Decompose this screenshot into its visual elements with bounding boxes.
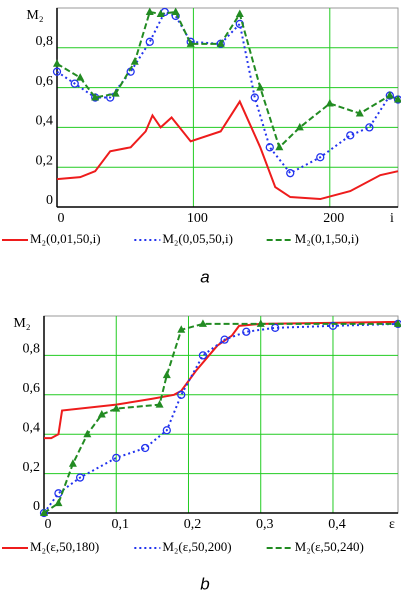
legend-label: M₂(ε,50,240) bbox=[295, 539, 364, 554]
x-tick-label: 0 bbox=[45, 517, 52, 532]
x-tick-label: 0,4 bbox=[328, 517, 346, 532]
series-line bbox=[43, 322, 398, 514]
marker bbox=[316, 153, 325, 162]
plot-frame bbox=[43, 315, 399, 514]
series-line bbox=[56, 10, 399, 175]
legend-label: M₂(0,01,50,i) bbox=[30, 231, 101, 246]
marker bbox=[394, 319, 401, 327]
marker bbox=[242, 327, 251, 336]
legend-label: M₂(ε,50,180) bbox=[30, 539, 99, 554]
x-axis-label: ε bbox=[389, 517, 395, 532]
marker bbox=[235, 9, 244, 17]
x-tick-label: 0,1 bbox=[111, 517, 129, 532]
marker bbox=[250, 93, 259, 102]
x-axis-label: i bbox=[390, 211, 394, 226]
marker bbox=[145, 37, 154, 46]
legend-label: M₂(0,1,50,i) bbox=[295, 231, 359, 246]
marker bbox=[52, 67, 62, 76]
y-tick-label: 0 bbox=[46, 193, 53, 208]
x-tick-label: 200 bbox=[323, 211, 344, 226]
marker bbox=[68, 459, 77, 467]
marker bbox=[216, 39, 225, 47]
marker bbox=[111, 89, 120, 97]
marker bbox=[385, 91, 394, 99]
caption: a bbox=[200, 267, 209, 286]
plot-frame bbox=[56, 7, 399, 208]
marker bbox=[40, 508, 48, 516]
marker bbox=[156, 9, 165, 17]
marker bbox=[220, 335, 229, 344]
marker bbox=[198, 351, 208, 360]
marker bbox=[295, 122, 304, 131]
marker bbox=[328, 321, 338, 331]
marker bbox=[75, 473, 85, 482]
marker bbox=[355, 108, 364, 117]
series-line bbox=[56, 10, 399, 150]
series-line bbox=[43, 322, 399, 514]
y-tick-label: 0,6 bbox=[23, 381, 41, 396]
marker bbox=[365, 123, 374, 132]
y-tick-label: 0,4 bbox=[36, 114, 54, 129]
marker bbox=[112, 453, 121, 462]
y-tick-label: 0,8 bbox=[36, 34, 54, 49]
marker bbox=[177, 390, 186, 399]
series-line bbox=[56, 99, 399, 201]
caption: b bbox=[200, 574, 209, 593]
marker bbox=[70, 79, 79, 88]
legend-label: M₂(ε,50,200) bbox=[162, 539, 231, 554]
y-axis-label: M₂ bbox=[26, 8, 43, 23]
marker bbox=[53, 59, 61, 67]
y-tick-label: 0 bbox=[33, 499, 40, 514]
marker bbox=[177, 325, 186, 333]
marker bbox=[155, 400, 164, 408]
y-axis-label: M₂ bbox=[13, 316, 30, 331]
x-tick-label: 0 bbox=[58, 211, 65, 226]
marker bbox=[112, 404, 121, 412]
marker bbox=[271, 323, 280, 332]
legend-label: M₂(0,05,50,i) bbox=[162, 231, 233, 246]
marker bbox=[256, 319, 265, 327]
y-tick-label: 0,6 bbox=[36, 74, 54, 89]
x-tick-label: 100 bbox=[187, 211, 208, 226]
y-tick-label: 0,2 bbox=[36, 153, 54, 168]
marker bbox=[83, 429, 92, 438]
marker bbox=[265, 143, 274, 152]
marker bbox=[76, 73, 85, 81]
marker bbox=[162, 370, 171, 379]
x-tick-label: 0,2 bbox=[184, 517, 202, 532]
marker bbox=[145, 7, 154, 15]
marker bbox=[275, 142, 284, 151]
marker bbox=[54, 498, 63, 507]
marker bbox=[171, 7, 180, 15]
marker bbox=[346, 131, 355, 140]
marker bbox=[286, 169, 295, 178]
x-tick-label: 0,3 bbox=[256, 517, 274, 532]
marker bbox=[97, 410, 106, 418]
marker bbox=[162, 426, 171, 435]
y-tick-label: 0,2 bbox=[23, 460, 41, 475]
marker bbox=[394, 95, 401, 103]
marker bbox=[130, 57, 139, 65]
marker bbox=[198, 319, 207, 327]
marker bbox=[91, 93, 100, 101]
marker bbox=[256, 83, 265, 91]
y-tick-label: 0,4 bbox=[23, 420, 41, 435]
marker bbox=[140, 443, 150, 453]
y-tick-label: 0,8 bbox=[23, 342, 41, 357]
marker bbox=[186, 39, 195, 47]
marker bbox=[325, 99, 334, 107]
